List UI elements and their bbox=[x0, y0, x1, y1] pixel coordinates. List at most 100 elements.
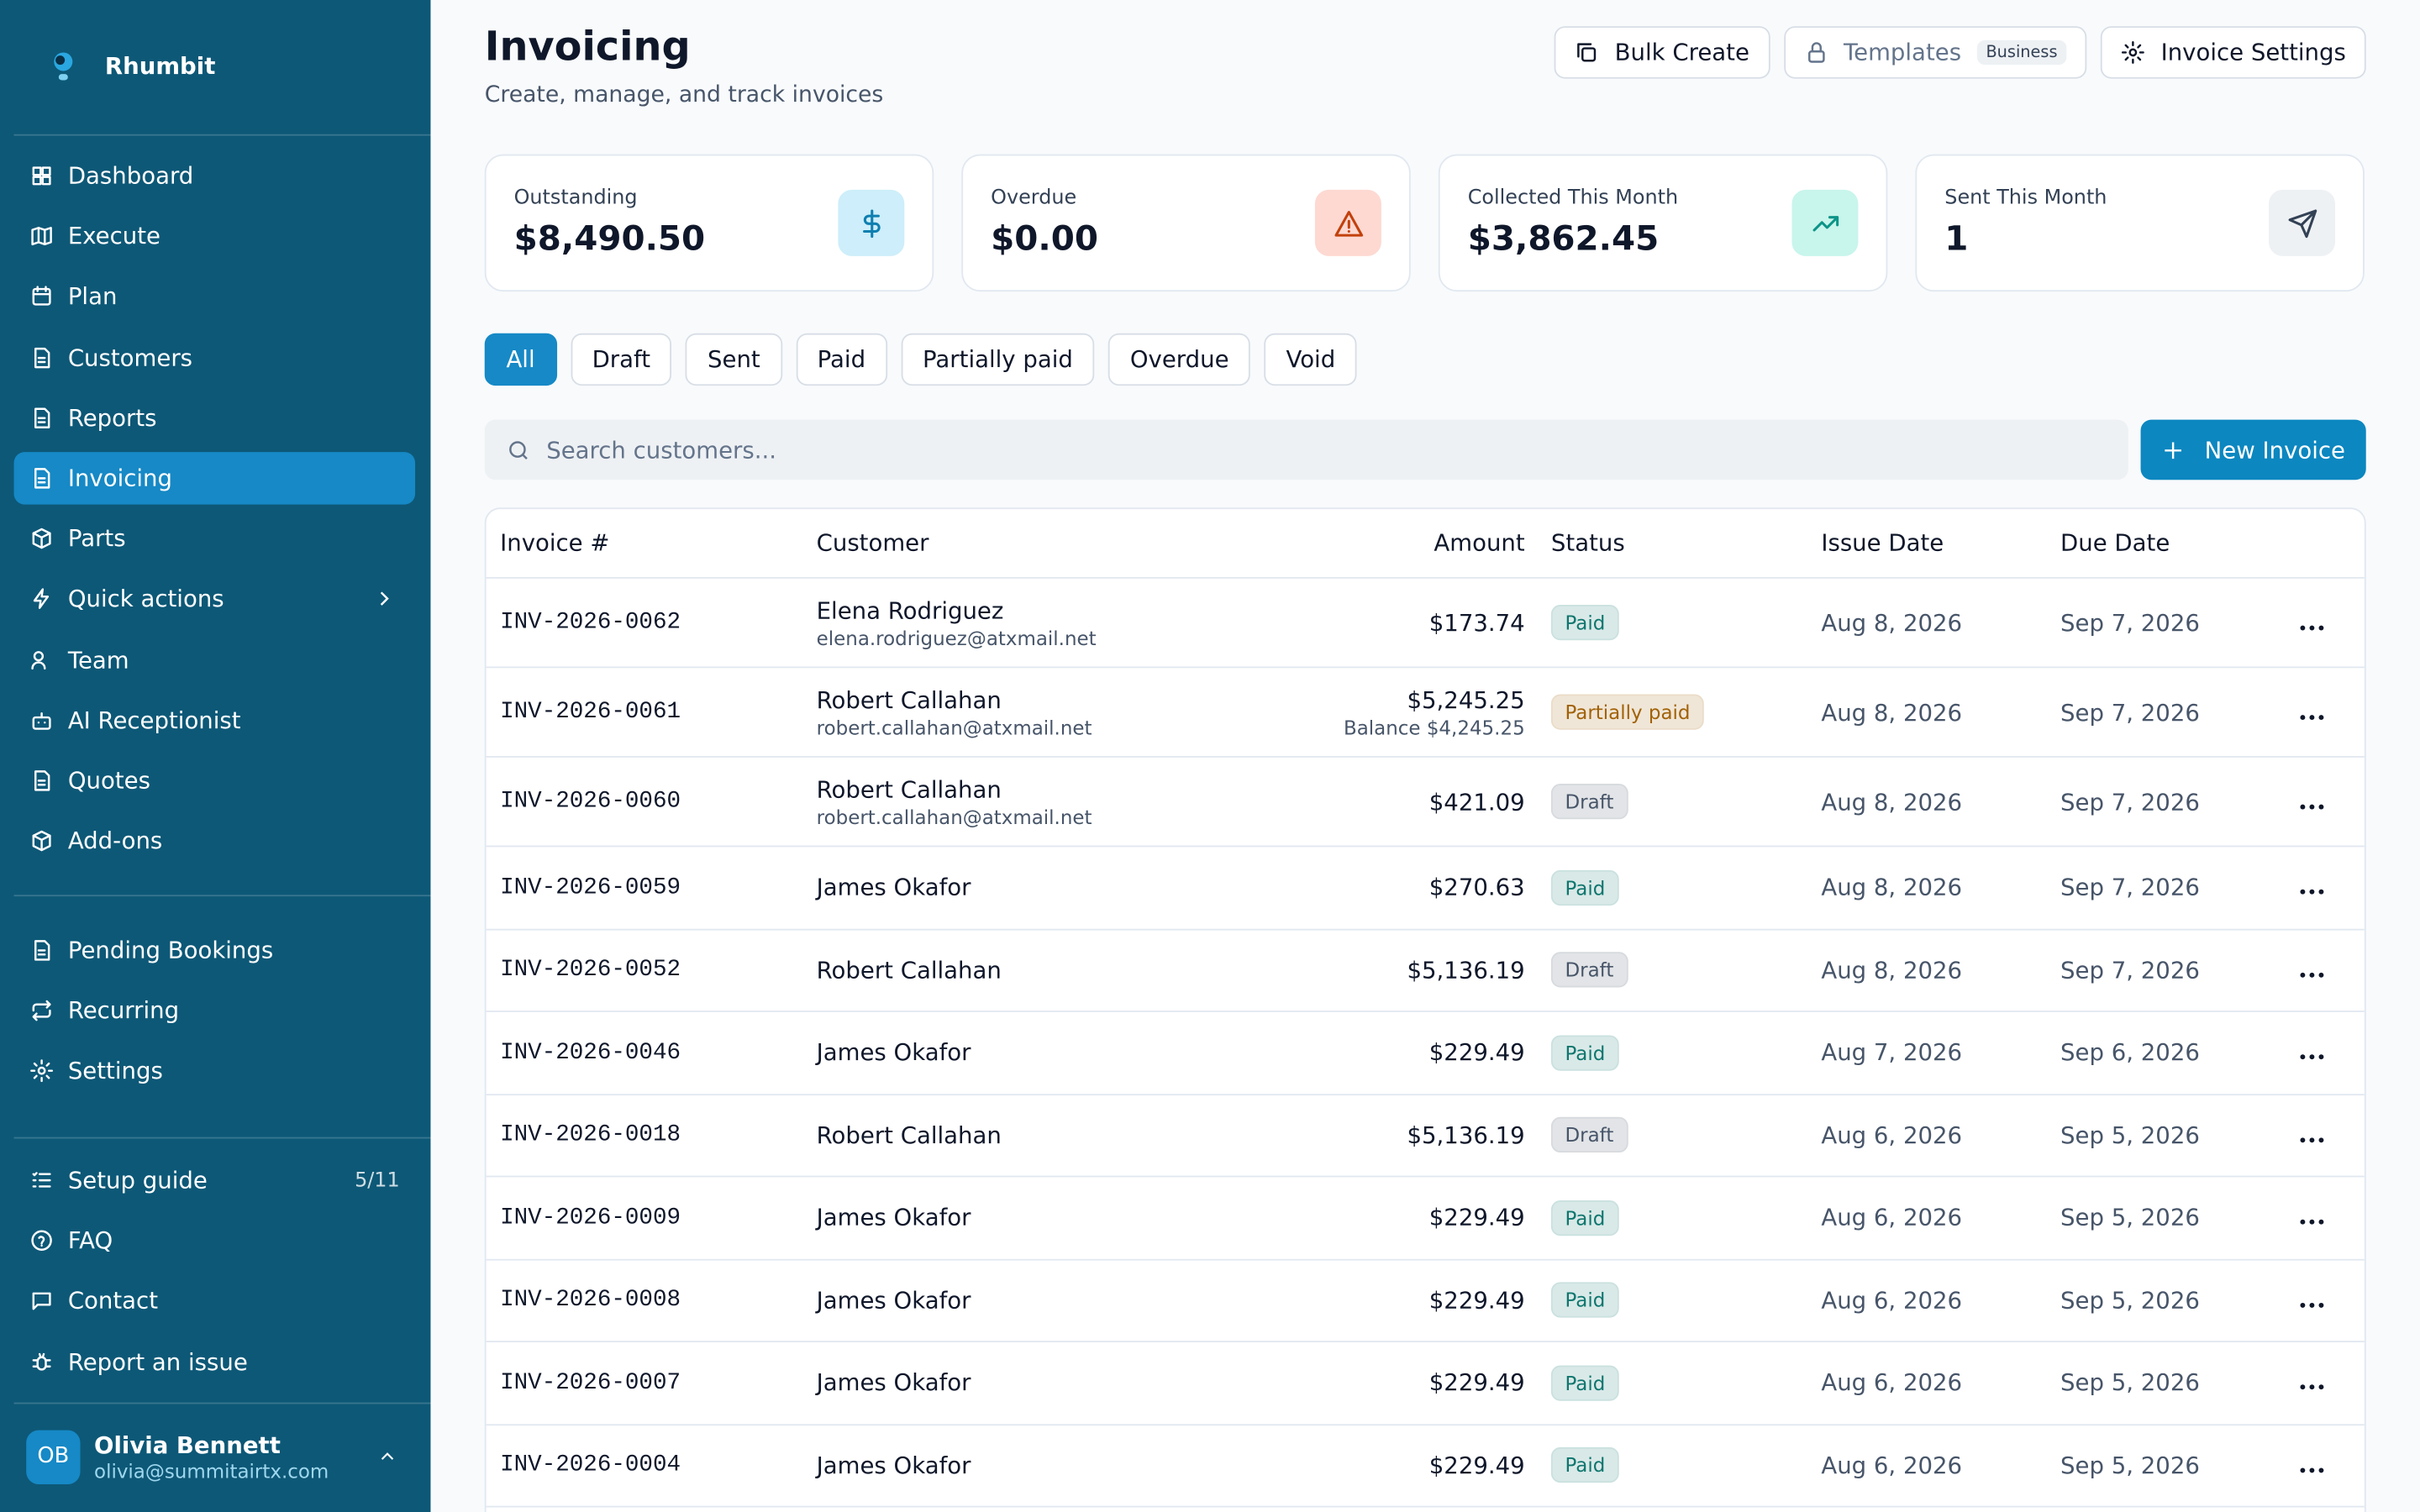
nav-item[interactable]: Customers bbox=[14, 331, 416, 383]
nav-item[interactable]: Execute bbox=[14, 210, 416, 262]
invoice-number: INV-2026-0060 bbox=[500, 788, 681, 815]
row-menu[interactable] bbox=[2300, 698, 2365, 726]
action-button[interactable]: Templates Business bbox=[1783, 26, 2087, 79]
row-menu[interactable] bbox=[2300, 956, 2365, 984]
icon bbox=[2287, 208, 2317, 238]
amount-cell: $270.63 bbox=[1202, 874, 1525, 901]
row-menu[interactable] bbox=[2300, 1121, 2365, 1149]
due-date: Sep 7, 2026 bbox=[2060, 698, 2200, 727]
status-cell: Paid bbox=[1525, 1034, 1822, 1071]
table-row[interactable]: INV-2026-0018 Robert Callahan $5,136.19 Dra… bbox=[486, 1095, 2365, 1178]
row-menu[interactable] bbox=[2300, 609, 2365, 637]
row-menu[interactable] bbox=[2300, 1204, 2365, 1231]
nav-item[interactable]: Add-ons bbox=[14, 815, 416, 867]
user-menu[interactable]: OB Olivia Bennett olivia@summitairtx.com bbox=[26, 1427, 404, 1486]
user-email: olivia@summitairtx.com bbox=[94, 1458, 329, 1483]
row-menu[interactable] bbox=[2300, 874, 2365, 901]
dots-icon bbox=[2300, 1384, 2324, 1390]
customer-cell: Robert Callahan bbox=[817, 1121, 1202, 1149]
row-menu[interactable] bbox=[2300, 1369, 2365, 1397]
nav-item[interactable]: Quotes bbox=[14, 754, 416, 806]
nav-item[interactable]: Plan bbox=[14, 270, 416, 323]
nav-item[interactable]: Settings bbox=[14, 1045, 416, 1097]
nav-item[interactable]: FAQ bbox=[14, 1215, 416, 1267]
icon bbox=[1812, 215, 1839, 231]
icon bbox=[31, 227, 52, 246]
nav-label: Plan bbox=[67, 282, 118, 311]
status-cell: Paid bbox=[1525, 1282, 1822, 1319]
issue-date: Aug 8, 2026 bbox=[1821, 698, 1963, 727]
filter-button[interactable]: Partially paid bbox=[901, 333, 1095, 386]
nav-item[interactable]: Invoicing bbox=[13, 452, 416, 505]
status-badge: Paid bbox=[1550, 1282, 1619, 1319]
nav-label: Parts bbox=[67, 524, 126, 553]
row-menu[interactable] bbox=[2300, 1286, 2365, 1314]
table-row[interactable]: INV-2026-0046 James Okafor $229.49 Paid Aug … bbox=[486, 1012, 2365, 1095]
nav-label: AI Receptionist bbox=[67, 706, 241, 734]
icon bbox=[1334, 210, 1363, 236]
action-button[interactable]: Bulk Create bbox=[1555, 26, 1770, 79]
nav-footer: Setup guide 5/11 FAQ Contact Report an issue bbox=[14, 1154, 416, 1396]
filter-button[interactable]: All bbox=[484, 333, 557, 386]
nav-item[interactable]: Pending Bookings bbox=[14, 924, 416, 976]
table-row[interactable]: INV-2026-0004 James Okafor $229.49 Paid Aug … bbox=[486, 1425, 2365, 1508]
status-cell: Paid bbox=[1525, 869, 1822, 906]
nav-item[interactable]: Quick actions bbox=[14, 573, 416, 625]
amount-cell: $5,245.25 Balance $4,245.25 bbox=[1202, 685, 1525, 738]
invoice-number: INV-2026-0008 bbox=[500, 1287, 681, 1314]
amount-cell: $173.74 bbox=[1202, 609, 1525, 637]
nav-item[interactable]: Report an issue bbox=[14, 1336, 416, 1388]
icon bbox=[34, 769, 50, 791]
nav-item[interactable]: Parts bbox=[14, 512, 416, 564]
amount: $173.74 bbox=[1428, 608, 1525, 637]
table-row[interactable]: INV-2026-0007 James Okafor $229.49 Paid Aug … bbox=[486, 1342, 2365, 1425]
status-badge: Draft bbox=[1550, 784, 1628, 820]
nav-main: Dashboard Execute Plan Customers Reports Invo… bbox=[13, 150, 416, 875]
nav-badge: 5/11 bbox=[355, 1168, 400, 1192]
row-menu[interactable] bbox=[2300, 1039, 2365, 1067]
nav-item[interactable]: Contact bbox=[14, 1275, 416, 1327]
table-row[interactable]: INV-2026-0059 James Okafor $270.63 Paid Aug … bbox=[486, 847, 2365, 930]
issue-date: Aug 8, 2026 bbox=[1821, 608, 1963, 637]
invoice-number: INV-2026-0009 bbox=[500, 1205, 681, 1231]
stat-value: $8,490.50 bbox=[513, 220, 706, 260]
table-row[interactable]: INV-2026-0062 Elena Rodriguez elena.rodrig… bbox=[486, 579, 2365, 669]
invoice-number: INV-2026-0052 bbox=[500, 957, 681, 984]
row-menu[interactable] bbox=[2300, 1452, 2365, 1479]
row-menu[interactable] bbox=[2300, 788, 2365, 816]
nav-item[interactable]: Dashboard bbox=[14, 150, 416, 202]
icon bbox=[1807, 42, 1824, 63]
filter-button[interactable]: Void bbox=[1264, 333, 1357, 386]
dots-icon bbox=[2300, 714, 2324, 720]
divider bbox=[13, 1402, 431, 1404]
nav-item[interactable]: Recurring bbox=[14, 984, 416, 1037]
table-row[interactable]: INV-2026-0009 James Okafor $229.49 Paid Aug … bbox=[486, 1177, 2365, 1260]
filter-button[interactable]: Sent bbox=[686, 333, 782, 386]
nav-item[interactable]: Team bbox=[14, 633, 416, 685]
issue-date: Aug 8, 2026 bbox=[1821, 787, 1963, 816]
issue-date: Aug 6, 2026 bbox=[1821, 1451, 1963, 1479]
table-row[interactable]: INV-2026-0052 Robert Callahan $5,136.19 Dra… bbox=[486, 930, 2365, 1012]
filter-button[interactable]: Draft bbox=[570, 333, 672, 386]
nav-item[interactable]: Reports bbox=[14, 391, 416, 444]
status-cell: Draft bbox=[1525, 952, 1822, 988]
nav-item[interactable]: Setup guide 5/11 bbox=[14, 1154, 416, 1206]
issue-date: Aug 6, 2026 bbox=[1821, 1204, 1963, 1232]
divider bbox=[13, 895, 431, 897]
status-cell: Paid bbox=[1525, 1447, 1822, 1483]
status-cell: Draft bbox=[1525, 784, 1822, 820]
search-box[interactable]: Search customers... bbox=[484, 419, 2128, 480]
table-row[interactable]: INV-2026-0060 Robert Callahan robert.calla… bbox=[486, 758, 2365, 848]
nav-item[interactable]: AI Receptionist bbox=[14, 694, 416, 746]
customer-cell: James Okafor bbox=[817, 1286, 1202, 1314]
table-row[interactable]: INV-2026-0061 Robert Callahan robert.calla… bbox=[486, 668, 2365, 758]
new-invoice-button[interactable]: New Invoice bbox=[2140, 419, 2366, 480]
customer-name: Elena Rodriguez bbox=[816, 596, 1004, 624]
nav-label: FAQ bbox=[67, 1226, 113, 1255]
action-button[interactable]: Invoice Settings bbox=[2100, 26, 2366, 79]
filter-button[interactable]: Overdue bbox=[1108, 333, 1251, 386]
filter-button[interactable]: Paid bbox=[795, 333, 887, 386]
customer-cell: Robert Callahan robert.callahan@atxmail.n… bbox=[817, 775, 1202, 827]
table-row[interactable]: INV-2026-0008 James Okafor $229.49 Paid Aug … bbox=[486, 1260, 2365, 1342]
icon bbox=[1577, 43, 1597, 62]
